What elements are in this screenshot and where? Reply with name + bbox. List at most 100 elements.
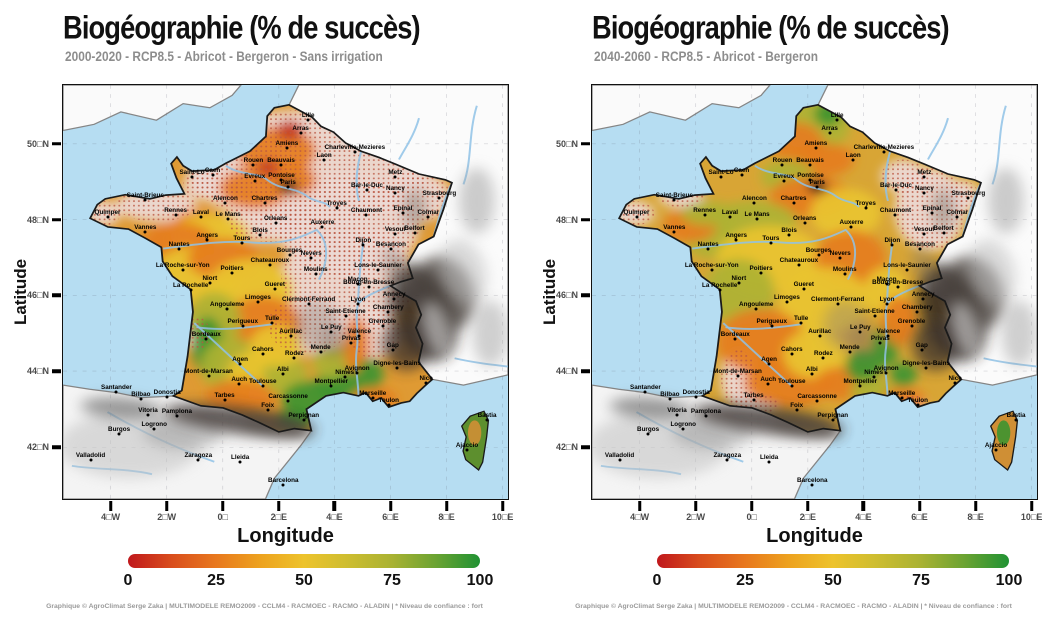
city-dot <box>279 178 283 182</box>
latitude-tick-mark <box>581 217 590 222</box>
city-dot <box>994 448 998 452</box>
latitude-tick-label: 44□N <box>27 366 49 377</box>
city-dot <box>146 413 150 417</box>
city-dot <box>710 268 714 272</box>
city-dot <box>320 225 324 229</box>
city-dot <box>836 302 840 306</box>
latitude-tick-mark <box>581 369 590 373</box>
city-label: Nancy <box>914 185 934 193</box>
city-label: Mont-de-Marsan <box>184 367 233 375</box>
city-label: Agen <box>232 355 248 363</box>
longitude-tick-mark <box>1029 501 1034 511</box>
city-dot <box>792 201 796 205</box>
city-label: Caen <box>733 166 750 174</box>
city-label: Moulins <box>303 265 328 273</box>
city-dot <box>205 238 209 242</box>
city-dot <box>921 297 925 301</box>
city-dot <box>790 384 794 388</box>
city-dot <box>821 356 825 360</box>
city-dot <box>725 458 729 462</box>
city-dot <box>281 372 285 376</box>
city-label: Rouen <box>243 156 264 164</box>
city-dot <box>381 324 384 328</box>
scenario-subtitle: 2000-2020 - RCP8.5 - Abricot - Bergeron … <box>65 48 383 65</box>
city-dot <box>261 384 265 388</box>
city-dot <box>230 271 234 275</box>
city-label: Mende <box>839 343 860 351</box>
city-label: Carcassonne <box>797 393 837 401</box>
city-dot <box>485 418 489 422</box>
city-dot <box>767 362 771 366</box>
city-dot <box>174 213 178 217</box>
colorbar-tick-label: 100 <box>995 572 1023 589</box>
city-label: Vitoria <box>138 406 158 414</box>
city-dot <box>177 247 181 251</box>
city-label: Quimper <box>94 208 121 216</box>
city-dot <box>204 337 208 341</box>
city-dot <box>767 460 771 464</box>
city-dot <box>196 458 200 462</box>
city-label: Digne-les-Bains <box>373 359 421 367</box>
longitude-tick-mark <box>806 501 810 511</box>
city-label: Lyon <box>350 296 366 304</box>
city-dot <box>817 253 820 257</box>
source-caption: Graphique © AgroClimat Serge Zaka | MULT… <box>46 603 483 610</box>
city-dot <box>413 231 417 235</box>
city-label: Pamplona <box>690 407 721 415</box>
city-dot <box>286 399 290 403</box>
latitude-tick-label: 46□N <box>27 290 49 301</box>
city-dot <box>386 310 390 314</box>
city-label: Metz <box>388 169 403 177</box>
city-label: Cahors <box>780 345 803 353</box>
city-label: Chaumont <box>879 207 912 215</box>
city-dot <box>89 458 93 462</box>
city-dot <box>766 382 770 386</box>
city-dot <box>261 352 265 356</box>
latitude-tick-mark <box>52 293 61 298</box>
city-dot <box>387 403 391 407</box>
city-dot <box>266 408 270 412</box>
latitude-tick-label: 44□N <box>556 366 578 377</box>
city-dot <box>780 163 784 167</box>
city-dot <box>223 398 227 402</box>
longitude-tick-label: 6□E <box>911 512 928 522</box>
city-dot <box>389 247 393 251</box>
city-label: Saint-Etienne <box>325 308 366 316</box>
city-dot <box>910 324 913 328</box>
city-dot <box>393 175 397 179</box>
city-dot <box>736 374 739 378</box>
colorbar-tick-label: 25 <box>736 572 754 589</box>
city-label: Bilbao <box>660 390 680 398</box>
city-dot <box>152 427 156 431</box>
city-label: Perpignan <box>817 412 849 420</box>
longitude-tick-mark <box>108 501 113 511</box>
city-dot <box>769 241 773 245</box>
city-label: Rennes <box>693 207 716 215</box>
city-dot <box>814 146 818 150</box>
city-dot <box>848 350 852 354</box>
city-dot <box>349 341 353 345</box>
city-label: Bastia <box>1006 412 1026 420</box>
city-label: Colmar <box>946 208 969 216</box>
city-label: Nice <box>948 374 962 382</box>
city-dot <box>900 396 904 400</box>
city-label: Nimes <box>864 369 884 377</box>
city-label: Avignon <box>873 364 899 372</box>
city-dot <box>918 247 922 251</box>
city-dot <box>818 334 822 338</box>
city-label: Arras <box>821 124 838 132</box>
city-label: Montpellier <box>843 377 878 385</box>
city-dot <box>838 256 842 260</box>
city-label: Nevers <box>829 249 851 257</box>
city-label: Auxerre <box>839 218 864 226</box>
city-label: Beauvais <box>267 157 295 165</box>
longitude-tick-label: 2□W <box>157 512 177 522</box>
longitude-tick-mark <box>500 501 505 511</box>
city-label: Albi <box>276 365 289 373</box>
longitude-tick-mark <box>861 501 866 511</box>
city-dot <box>635 215 638 219</box>
city-label: Evreux <box>773 172 795 180</box>
city-label: Orleans <box>792 215 817 223</box>
city-label: Agen <box>761 355 777 363</box>
city-dot <box>922 175 926 179</box>
